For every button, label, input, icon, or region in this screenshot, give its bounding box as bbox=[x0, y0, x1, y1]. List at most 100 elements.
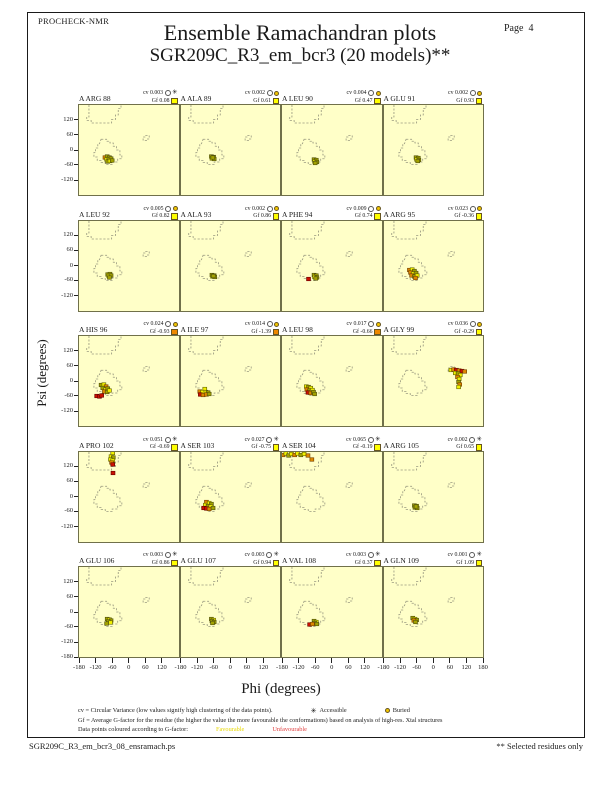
y-axis-label: Psi (degrees) bbox=[34, 339, 49, 407]
residue-name: A HIS 96 bbox=[79, 325, 108, 334]
gf-value: Gf -0.36 bbox=[454, 213, 474, 219]
cv-value: cv 0.001 bbox=[447, 552, 468, 558]
clock-icon bbox=[164, 90, 171, 97]
x-tick-label: -180 bbox=[174, 664, 187, 671]
clock-icon bbox=[266, 90, 273, 97]
ramachandran-plot-a-phe-94 bbox=[281, 219, 383, 312]
buried-icon bbox=[477, 321, 482, 327]
x-tick-label: 120 bbox=[258, 664, 269, 671]
clock-icon bbox=[266, 321, 273, 328]
y-tick bbox=[74, 641, 78, 643]
residue-name: A GLU 91 bbox=[383, 94, 416, 103]
gf-value: Gf 0.86 bbox=[151, 559, 170, 566]
buried-icon bbox=[477, 206, 482, 212]
gf-badge bbox=[272, 559, 279, 566]
gf-badge bbox=[475, 444, 482, 451]
clock-icon bbox=[164, 552, 171, 559]
gf-value: Gf 0.37 bbox=[354, 559, 373, 566]
residue-name: A GLN 109 bbox=[383, 556, 419, 565]
y-tick-label: 60 bbox=[66, 130, 74, 138]
residue-name: A ARG 95 bbox=[383, 209, 416, 219]
plots-grid: Psi (degrees) Phi (degrees) A ARG 88 cv 0… bbox=[34, 87, 488, 697]
cv-value: cv 0.005 bbox=[143, 205, 164, 212]
y-tick-label: 0 bbox=[69, 146, 73, 153]
x-tick-label: 60 bbox=[446, 664, 454, 671]
favourable-region-outline bbox=[447, 250, 455, 257]
ramachandran-plot-a-glu-107: -180 -120 -60 0 60 120 bbox=[175, 566, 281, 671]
residue-name: A LEU 92 bbox=[79, 209, 110, 219]
x-tick-label: 0 bbox=[127, 664, 131, 671]
favourable-region-outline bbox=[289, 567, 325, 586]
ramachandran-plot-a-leu-98 bbox=[281, 335, 383, 427]
favourable-region-outline bbox=[244, 366, 252, 372]
favourable-region-outline bbox=[244, 481, 252, 488]
data-point bbox=[110, 461, 115, 467]
favourable-region-outline bbox=[142, 250, 150, 257]
favourable-region-outline bbox=[390, 451, 426, 470]
clock-icon bbox=[164, 436, 171, 443]
x-tick-label: -120 bbox=[191, 664, 204, 671]
y-tick-label: 0 bbox=[69, 377, 73, 384]
clock-icon bbox=[368, 205, 374, 212]
x-tick bbox=[161, 658, 163, 663]
favourable-region-outline bbox=[447, 135, 455, 141]
favourable-region-outline bbox=[187, 451, 223, 470]
clock-icon bbox=[469, 436, 476, 443]
buried-icon bbox=[274, 206, 279, 212]
y-tick-label: -60 bbox=[64, 507, 73, 515]
residue-name: A GLU 106 bbox=[79, 556, 115, 565]
y-tick bbox=[74, 611, 78, 613]
favourable-region-outline bbox=[142, 481, 150, 488]
y-tick bbox=[74, 380, 78, 382]
cv-value: cv 0.004 bbox=[346, 90, 367, 96]
clock-icon bbox=[469, 205, 476, 212]
favourable-region-outline bbox=[296, 254, 326, 281]
gf-badge bbox=[272, 213, 279, 220]
gf-value: Gf -0.69 bbox=[149, 444, 170, 450]
residue-header: A LEU 98 cv 0.017 Gf -0.66 bbox=[281, 318, 383, 335]
y-tick-label: 60 bbox=[66, 361, 74, 369]
gf-value: Gf 0.74 bbox=[354, 213, 373, 219]
clock-icon bbox=[367, 552, 374, 559]
ramachandran-plot-a-ile-97 bbox=[179, 335, 281, 427]
favourable-region-outline bbox=[345, 481, 353, 488]
x-tick-label: -120 bbox=[89, 664, 102, 671]
y-tick-label: -60 bbox=[64, 622, 73, 630]
page-number-value: 4 bbox=[528, 23, 534, 34]
data-point bbox=[413, 503, 418, 509]
gf-badge bbox=[475, 97, 482, 104]
ramachandran-plot-a-glu-106: 120 60 0 -60 -120 -180 -180 -120 -60 0 60 120 bbox=[61, 566, 180, 671]
ramachandran-plot-a-gly-99 bbox=[382, 335, 484, 427]
gf-badge bbox=[171, 444, 178, 451]
y-tick-label: 60 bbox=[66, 246, 74, 254]
residue-name: A SER 103 bbox=[180, 440, 215, 450]
data-point bbox=[108, 620, 113, 625]
favourable-region-outline bbox=[142, 597, 150, 603]
data-point bbox=[313, 275, 318, 281]
favourable-label: Favourable bbox=[215, 726, 245, 733]
x-tick bbox=[432, 658, 434, 663]
ramachandran-plot-a-arg-88: 120 60 0 -60 -120 bbox=[61, 104, 180, 196]
x-tick bbox=[449, 658, 451, 663]
residue-header: A SER 104 cv 0.065 ✳ Gf -0.19 bbox=[281, 434, 383, 451]
legend-colour-text: Data points coloured according to G-fact… bbox=[78, 726, 188, 733]
favourable-region-outline bbox=[187, 105, 223, 124]
gf-badge bbox=[475, 213, 482, 220]
y-tick bbox=[74, 249, 78, 251]
app-name: PROCHECK-NMR bbox=[38, 16, 110, 26]
residue-header: A GLU 91 cv 0.002 Gf 0.93 bbox=[383, 87, 485, 104]
favourable-region-outline bbox=[296, 138, 326, 165]
favourable-region-outline bbox=[289, 105, 325, 124]
cv-value: cv 0.027 bbox=[244, 436, 265, 443]
data-point bbox=[104, 621, 109, 626]
clock-icon bbox=[469, 90, 476, 97]
favourable-region-outline bbox=[296, 485, 326, 512]
y-tick bbox=[74, 234, 78, 236]
gf-badge bbox=[272, 444, 279, 451]
favourable-region-outline bbox=[86, 336, 122, 355]
y-tick bbox=[74, 119, 78, 121]
gf-value: Gf 0.65 bbox=[456, 444, 474, 450]
accessible-icon: ✳ bbox=[476, 551, 482, 559]
ramachandran-plot-a-ala-93 bbox=[179, 219, 281, 312]
